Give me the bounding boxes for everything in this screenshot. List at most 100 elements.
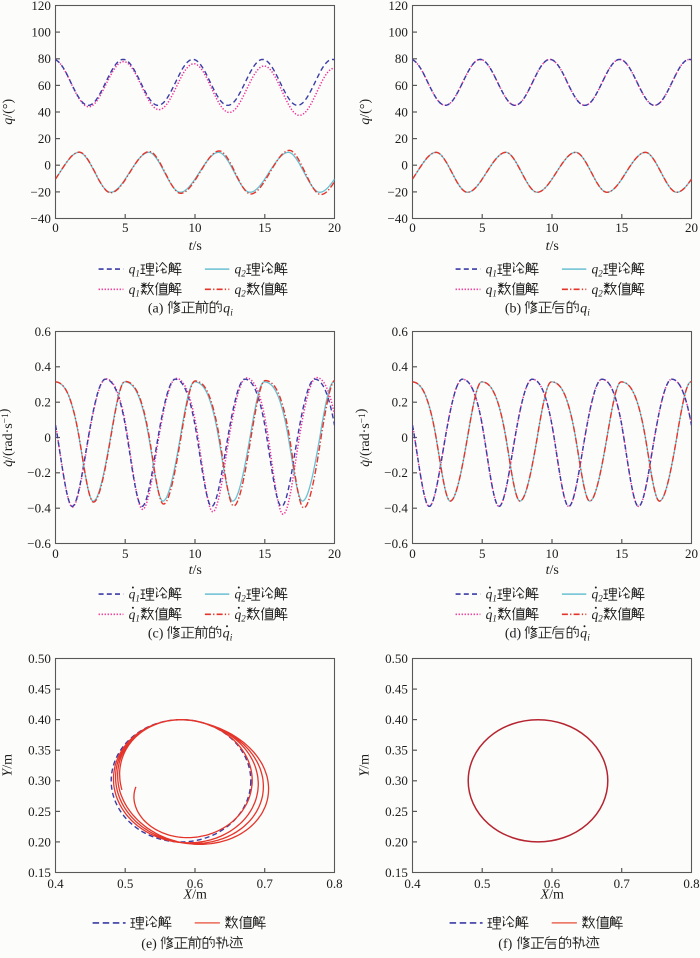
svg-text:5: 5	[122, 220, 129, 235]
svg-text:120: 120	[388, 0, 408, 13]
svg-text:0.35: 0.35	[28, 743, 51, 758]
svg-text:20: 20	[685, 546, 698, 561]
svg-text:0.20: 0.20	[28, 834, 51, 849]
svg-text:0: 0	[401, 158, 408, 173]
svg-text:−0.2: −0.2	[27, 465, 51, 480]
svg-text:1: 1	[492, 594, 497, 604]
svg-text:60: 60	[395, 78, 408, 93]
svg-text:20: 20	[685, 220, 698, 235]
svg-text:i: i	[587, 308, 590, 318]
svg-text:(a): (a)	[148, 302, 164, 317]
svg-text:1: 1	[492, 269, 497, 279]
svg-text:0.2: 0.2	[392, 395, 408, 410]
svg-text:0.30: 0.30	[28, 773, 51, 788]
svg-text:(b): (b)	[505, 302, 522, 317]
svg-text:0.15: 0.15	[28, 865, 51, 880]
svg-text:0.35: 0.35	[385, 743, 408, 758]
svg-text:2: 2	[241, 614, 246, 624]
svg-text:2: 2	[598, 614, 603, 624]
svg-text:1: 1	[135, 289, 140, 299]
svg-text:10: 10	[189, 220, 202, 235]
svg-text:−0.2: −0.2	[384, 465, 408, 480]
svg-text:15: 15	[258, 546, 271, 561]
svg-text:(c): (c)	[148, 627, 164, 642]
svg-text:0.25: 0.25	[385, 804, 408, 819]
svg-text:q: q	[486, 587, 493, 602]
svg-text:0: 0	[409, 220, 416, 235]
svg-text:0.15: 0.15	[385, 865, 408, 880]
svg-text:−20: −20	[388, 184, 408, 199]
svg-text:1: 1	[492, 289, 497, 299]
svg-text:q: q	[235, 262, 242, 277]
svg-text:0.6: 0.6	[187, 876, 204, 891]
svg-text:q: q	[129, 262, 136, 277]
svg-text:60: 60	[38, 78, 51, 93]
svg-text:80: 80	[395, 51, 408, 66]
svg-text:q: q	[592, 587, 599, 602]
svg-text:0.2: 0.2	[35, 395, 51, 410]
svg-text:(f): (f)	[498, 937, 512, 952]
svg-text:i: i	[230, 308, 233, 318]
svg-text:0: 0	[52, 220, 59, 235]
svg-text:q: q	[592, 282, 599, 297]
svg-text:Y/m: Y/m	[0, 754, 15, 777]
svg-text:q: q	[223, 302, 230, 317]
svg-text:0.5: 0.5	[474, 876, 490, 891]
svg-text:5: 5	[479, 546, 486, 561]
svg-text:20: 20	[395, 131, 408, 146]
svg-text:0: 0	[409, 546, 416, 561]
svg-text:q: q	[486, 607, 493, 622]
svg-text:15: 15	[615, 546, 628, 561]
svg-text:20: 20	[328, 546, 341, 561]
svg-text:0.8: 0.8	[326, 876, 342, 891]
svg-text:t/s: t/s	[189, 239, 202, 254]
svg-text:0.7: 0.7	[614, 876, 631, 891]
svg-text:0.4: 0.4	[35, 359, 52, 374]
svg-text:t/s: t/s	[546, 563, 559, 578]
svg-text:20: 20	[38, 131, 51, 146]
svg-text:120: 120	[31, 0, 51, 13]
svg-text:0.4: 0.4	[47, 876, 64, 891]
svg-text:1: 1	[135, 614, 140, 624]
svg-text:q: q	[580, 302, 587, 317]
svg-text:−0.4: −0.4	[27, 501, 51, 516]
svg-text:q: q	[592, 607, 599, 622]
svg-text:q: q	[235, 607, 242, 622]
svg-text:0.6: 0.6	[35, 324, 52, 339]
svg-text:0.50: 0.50	[385, 651, 408, 666]
svg-text:0.20: 0.20	[385, 834, 408, 849]
svg-text:q: q	[580, 627, 587, 642]
svg-text:1: 1	[135, 269, 140, 279]
svg-text:2: 2	[598, 269, 603, 279]
svg-text:2: 2	[241, 269, 246, 279]
svg-text:0.40: 0.40	[28, 712, 51, 727]
svg-text:0: 0	[52, 546, 59, 561]
svg-text:2: 2	[241, 289, 246, 299]
svg-text:0.4: 0.4	[404, 876, 421, 891]
svg-text:q: q	[129, 607, 136, 622]
svg-text:(e): (e)	[141, 937, 157, 952]
svg-text:0.6: 0.6	[392, 324, 409, 339]
svg-text:i: i	[230, 634, 233, 644]
svg-text:q/(°): q/(°)	[358, 99, 373, 125]
svg-text:−40: −40	[31, 211, 51, 226]
svg-text:0.30: 0.30	[385, 773, 408, 788]
svg-text:5: 5	[479, 220, 486, 235]
svg-text:q: q	[223, 627, 230, 642]
svg-text:q: q	[486, 282, 493, 297]
svg-text:5: 5	[122, 546, 129, 561]
svg-text:0.7: 0.7	[257, 876, 274, 891]
svg-text:10: 10	[189, 546, 202, 561]
svg-text:q: q	[592, 262, 599, 277]
svg-text:2: 2	[598, 594, 603, 604]
svg-text:0.5: 0.5	[117, 876, 133, 891]
svg-text:0.25: 0.25	[28, 804, 51, 819]
svg-text:0.45: 0.45	[28, 682, 51, 697]
svg-text:q: q	[129, 282, 136, 297]
svg-text:10: 10	[546, 546, 559, 561]
svg-text:0.6: 0.6	[544, 876, 561, 891]
svg-text:0: 0	[44, 430, 51, 445]
svg-text:0.40: 0.40	[385, 712, 408, 727]
svg-text:40: 40	[38, 104, 51, 119]
svg-text:100: 100	[388, 25, 408, 40]
